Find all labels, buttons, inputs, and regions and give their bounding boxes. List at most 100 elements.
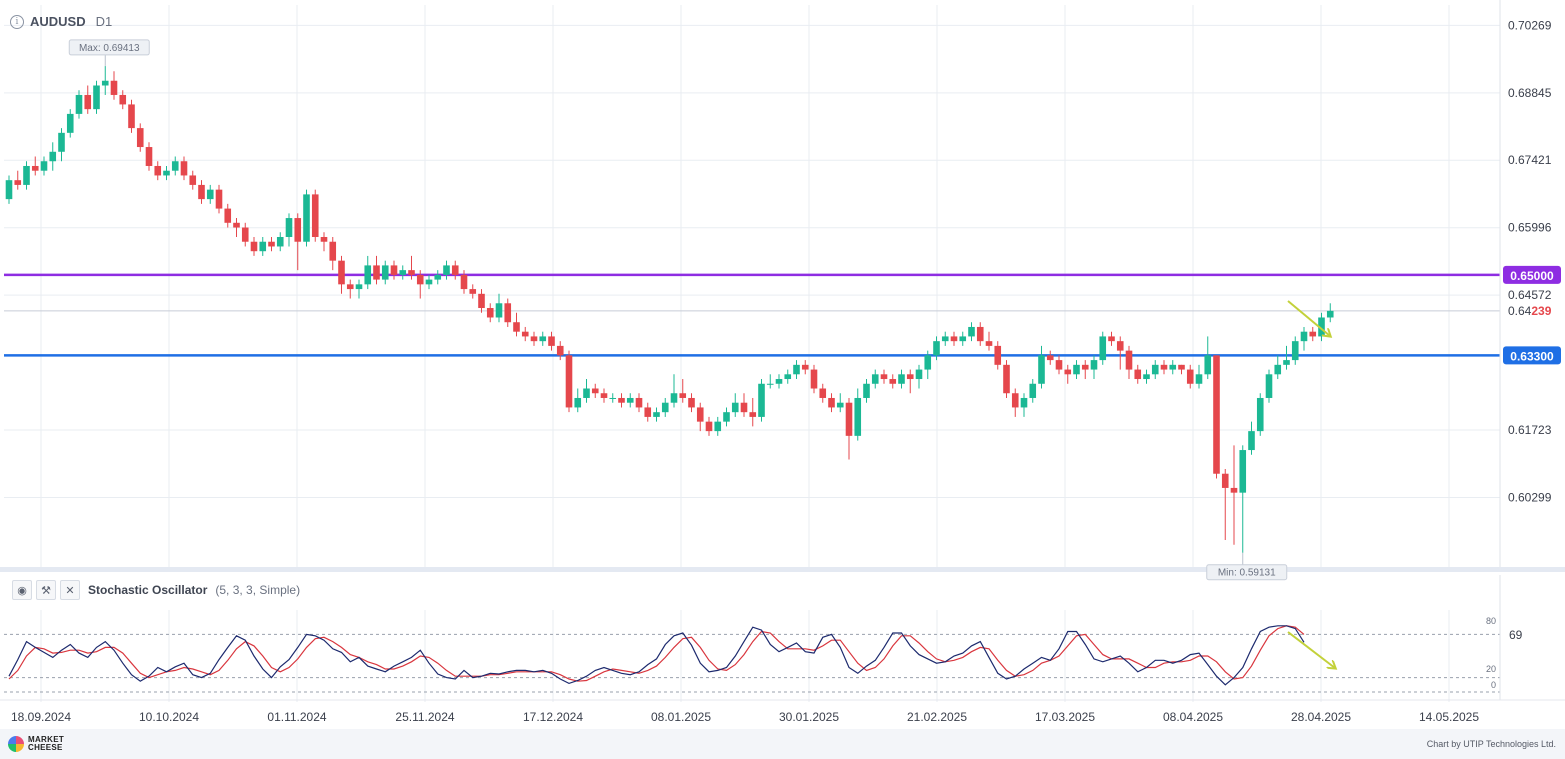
candle-body	[644, 407, 652, 417]
level-label-bg	[1503, 265, 1561, 284]
candle-body	[136, 128, 144, 148]
extreme-label: Min: 0.59131	[1218, 568, 1276, 579]
y-tick-label: 0.61723	[1508, 423, 1552, 437]
candle	[583, 379, 590, 403]
candle-body	[416, 274, 424, 285]
candle	[5, 175, 13, 204]
candle-body	[1265, 374, 1273, 398]
candle	[801, 360, 809, 375]
candle	[206, 184, 214, 204]
forecast-arrow-oscillator	[1287, 631, 1335, 668]
candle	[530, 331, 538, 346]
close-icon[interactable]: ✕	[60, 580, 80, 600]
candle	[364, 255, 372, 290]
info-circle-icon[interactable]: i	[10, 14, 24, 29]
horizontal-levels: 0.65000 0.63300	[4, 265, 1561, 365]
candle-body	[618, 397, 625, 403]
candle-body	[1151, 364, 1159, 375]
candle-body	[941, 336, 949, 342]
candle	[1213, 355, 1220, 479]
candle-body	[1143, 374, 1150, 380]
candle-body	[653, 412, 660, 417]
timeframe-label[interactable]: D1	[95, 14, 113, 29]
candle-body	[513, 322, 520, 332]
candle	[600, 388, 608, 403]
y-tick-label: 0.65996	[1508, 221, 1552, 235]
candle	[504, 298, 512, 327]
candle-body	[1169, 364, 1177, 370]
osc-value-label: 69	[1509, 628, 1523, 642]
candle	[329, 236, 337, 271]
candle-body	[696, 407, 704, 422]
indicator-params: (5, 3, 3, Simple)	[215, 583, 301, 597]
candle-body	[1300, 331, 1308, 342]
candle-body	[819, 388, 827, 398]
candle-body	[154, 165, 162, 176]
x-tick-label: 17.03.2025	[1035, 710, 1095, 724]
candle-body	[504, 303, 512, 323]
candle-body	[75, 94, 83, 114]
candle-body	[399, 270, 407, 275]
candle	[994, 341, 1002, 370]
candle-body	[408, 270, 415, 275]
candle-body	[451, 265, 459, 275]
candle	[469, 284, 477, 299]
chart-credit: Chart by UTIP Technologies Ltd.	[1426, 739, 1556, 749]
candle	[84, 85, 92, 114]
candle-body	[985, 341, 993, 346]
candle	[154, 161, 162, 181]
candle	[548, 331, 555, 351]
logo-mark-icon	[8, 736, 24, 752]
candle-body	[49, 151, 57, 162]
candle-body	[1099, 336, 1107, 361]
candle	[1239, 445, 1247, 553]
candle-body	[5, 180, 13, 200]
x-tick-label: 01.11.2024	[267, 710, 326, 724]
candle-body	[556, 345, 564, 356]
candle	[1256, 393, 1264, 436]
candle	[1274, 355, 1282, 380]
candle-body	[976, 326, 984, 342]
x-tick-label: 08.04.2025	[1163, 710, 1223, 724]
candle-body	[460, 274, 468, 290]
candle-body	[1326, 310, 1334, 318]
candle-body	[215, 189, 223, 209]
level-label: 0.65000	[1510, 269, 1554, 283]
footer-bar	[0, 729, 1565, 759]
candle-body	[390, 265, 398, 275]
candle	[836, 393, 844, 413]
candle-body	[1248, 431, 1255, 451]
candle	[1151, 360, 1159, 380]
eye-icon[interactable]: ◉	[12, 580, 32, 600]
candle	[346, 279, 354, 299]
candle	[1283, 345, 1290, 370]
candle	[1073, 360, 1080, 380]
candle	[985, 331, 993, 351]
candle	[224, 203, 232, 228]
candle-body	[294, 218, 302, 242]
candle	[591, 383, 599, 398]
candle	[1108, 331, 1115, 346]
candle-body	[950, 336, 958, 342]
candle-body	[828, 397, 835, 408]
candle-body	[565, 355, 573, 408]
candle	[1169, 360, 1177, 375]
x-tick-label: 18.09.2024	[11, 710, 71, 724]
candle	[1221, 468, 1229, 541]
level-label: 0.63300	[1510, 349, 1554, 363]
extreme-label-bg	[68, 39, 150, 56]
candle	[1046, 350, 1054, 365]
candle-body	[364, 265, 372, 285]
candle-body	[548, 336, 555, 346]
candle	[959, 331, 967, 346]
candle	[215, 184, 223, 214]
candle-body	[1230, 487, 1238, 493]
candle-body	[268, 241, 275, 247]
candle-body	[443, 265, 450, 275]
candle-body	[1029, 383, 1037, 398]
chart-area[interactable]: 0.65000 0.63300 80 20 0 69 18.09.2024 10.10.2…	[0, 0, 1565, 729]
wrench-icon[interactable]: ⚒	[36, 580, 56, 600]
candle-body	[469, 289, 477, 294]
candle	[784, 369, 792, 384]
candle	[451, 260, 459, 280]
